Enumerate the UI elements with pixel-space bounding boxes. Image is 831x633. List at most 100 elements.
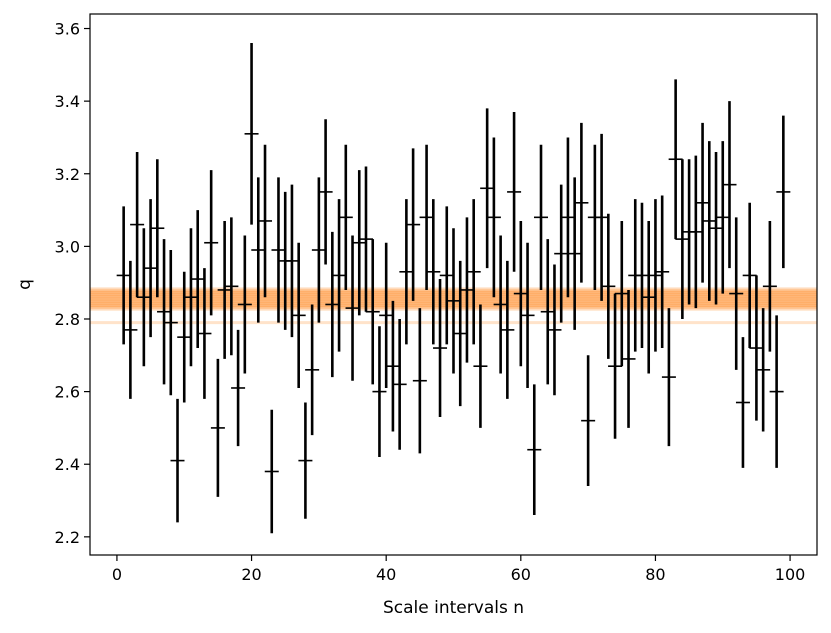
data-point xyxy=(668,79,683,240)
data-point xyxy=(177,271,192,403)
data-point xyxy=(459,217,474,363)
data-point xyxy=(190,210,205,349)
data-point xyxy=(392,318,407,450)
data-point xyxy=(715,141,730,294)
data-point xyxy=(170,398,185,523)
data-point xyxy=(419,144,434,290)
data-point xyxy=(527,384,542,516)
data-point xyxy=(769,315,784,468)
data-point xyxy=(271,177,286,323)
data-point xyxy=(116,206,131,345)
data-point xyxy=(379,242,394,388)
data-point xyxy=(157,239,172,385)
data-point xyxy=(264,409,279,534)
data-point xyxy=(372,326,387,457)
x-tick-label: 20 xyxy=(241,565,261,584)
data-point xyxy=(641,220,656,374)
data-point xyxy=(621,289,636,428)
data-point xyxy=(365,239,380,385)
data-point xyxy=(634,202,649,349)
y-tick-label: 3.6 xyxy=(55,20,80,39)
data-point xyxy=(439,206,454,345)
data-point xyxy=(601,213,616,359)
data-point xyxy=(453,260,468,407)
data-point xyxy=(547,264,562,396)
data-point xyxy=(318,119,333,265)
data-point xyxy=(466,199,481,345)
data-points xyxy=(116,43,791,534)
data-point xyxy=(675,159,690,319)
data-point xyxy=(345,235,360,381)
data-point xyxy=(688,155,703,309)
data-point xyxy=(486,137,501,298)
data-point xyxy=(433,279,448,418)
data-point xyxy=(258,144,273,298)
data-point xyxy=(305,304,320,436)
data-point xyxy=(560,137,575,298)
data-point xyxy=(311,177,326,323)
data-point xyxy=(244,43,259,225)
data-point xyxy=(473,304,488,428)
data-point xyxy=(399,199,414,345)
data-point xyxy=(513,220,528,367)
y-tick-label: 2.8 xyxy=(55,310,80,329)
x-axis-label: Scale intervals n xyxy=(383,598,524,618)
x-tick-label: 60 xyxy=(511,565,531,584)
data-point xyxy=(352,170,367,316)
data-point xyxy=(534,144,549,290)
y-tick-label: 3.4 xyxy=(55,92,80,111)
y-axis: 2.2 2.4 2.6 2.8 3.0 3.2 3.4 3.6 xyxy=(55,20,90,547)
data-point xyxy=(358,166,373,312)
data-point xyxy=(540,239,555,385)
y-tick-label: 2.4 xyxy=(55,455,80,474)
data-point xyxy=(426,199,441,345)
data-point xyxy=(493,235,508,374)
data-point xyxy=(695,122,710,283)
x-tick-label: 80 xyxy=(645,565,665,584)
x-axis: 0 20 40 60 80 100 xyxy=(112,555,806,584)
data-point xyxy=(574,122,589,283)
data-point xyxy=(655,195,670,349)
data-point xyxy=(150,159,165,298)
data-point xyxy=(136,228,151,367)
data-point xyxy=(756,308,771,432)
data-point xyxy=(237,235,252,374)
data-point xyxy=(661,308,676,447)
data-point xyxy=(338,144,353,290)
x-tick-label: 0 xyxy=(112,565,122,584)
data-point xyxy=(554,184,569,323)
data-point xyxy=(762,220,777,352)
data-point xyxy=(608,293,623,439)
data-point xyxy=(130,151,145,298)
data-point xyxy=(749,275,764,421)
data-point xyxy=(412,308,427,454)
data-point xyxy=(446,228,461,374)
data-point xyxy=(406,148,421,301)
y-tick-label: 3.2 xyxy=(55,165,80,184)
plot-frame xyxy=(89,13,818,556)
data-point xyxy=(123,260,138,399)
data-point xyxy=(702,141,717,301)
data-point xyxy=(729,217,744,370)
data-point xyxy=(480,108,495,269)
data-point xyxy=(217,220,232,359)
data-point xyxy=(204,170,219,316)
data-point xyxy=(163,250,178,396)
data-point xyxy=(284,184,299,338)
data-point xyxy=(332,199,347,352)
data-point xyxy=(709,151,724,305)
y-tick-label: 2.6 xyxy=(55,383,80,402)
data-point xyxy=(648,199,663,352)
data-point xyxy=(614,220,629,367)
data-point xyxy=(298,402,313,519)
data-point xyxy=(581,355,596,487)
data-point xyxy=(594,133,609,301)
data-point xyxy=(231,329,246,447)
data-point xyxy=(183,228,198,367)
y-tick-label: 3.0 xyxy=(55,237,80,256)
data-point xyxy=(210,358,225,497)
data-point xyxy=(251,177,266,323)
x-tick-label: 100 xyxy=(775,565,806,584)
data-point xyxy=(325,231,340,378)
